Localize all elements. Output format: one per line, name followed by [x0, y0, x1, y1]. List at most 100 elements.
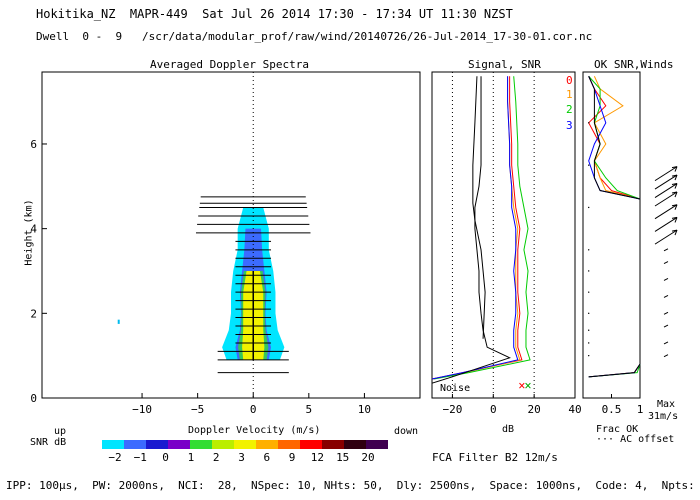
legend-3: 3: [566, 119, 573, 132]
wind-barb-11: [654, 191, 678, 207]
ac-offset-label: ··· AC offset: [596, 434, 675, 445]
colorbar-swatch: [234, 440, 256, 449]
ac-offset-dot-9: [588, 122, 590, 124]
wind-barb-13: [654, 174, 678, 190]
wind-barb-head2-12: [674, 183, 678, 189]
wind-barb-head-11: [671, 191, 678, 194]
ac-offset-dot-3: [588, 312, 590, 315]
y-tick-label: 2: [30, 307, 37, 320]
colorbar-label: 12: [311, 451, 324, 464]
x-axis-label: Doppler Velocity (m/s): [188, 425, 321, 436]
wind-barb-head2-9: [674, 217, 678, 223]
wind-barb-3: [663, 311, 669, 315]
legend-1: 1: [566, 88, 573, 101]
signal-series-3: [431, 76, 519, 380]
wind-barb-10: [654, 204, 678, 220]
db-label: dB: [502, 424, 515, 435]
wind-barb-head-14: [671, 166, 678, 169]
wind-barb-head2-10: [674, 204, 678, 210]
wind-barb-head-9: [671, 216, 678, 219]
ac-offset-dot-4: [588, 291, 590, 293]
ac-offset-dot-8: [588, 164, 590, 166]
legend-0: 0: [566, 74, 573, 87]
wind-barb-head2-8: [674, 229, 678, 236]
dwell-path: Dwell 0 - 9 /scr/data/modular_prof/raw/w…: [36, 30, 593, 43]
signal-series-noise: [431, 76, 511, 384]
colorbar-swatch: [212, 440, 234, 449]
ac-offset-dot-2: [588, 329, 590, 331]
signal-title: Signal, SNR: [468, 58, 541, 71]
signal-x-tick-label: −20: [442, 403, 462, 416]
frac-ok-series-ok: [588, 76, 641, 378]
ac-offset-dot-6: [588, 249, 590, 251]
spectra-frame: [41, 71, 421, 399]
colorbar-label: 2: [213, 451, 220, 464]
colorbar-label: −2: [108, 451, 121, 464]
wind-barb-head2-14: [674, 166, 678, 172]
colorbar-label: 9: [289, 451, 296, 464]
legend-2: 2: [566, 103, 573, 116]
colorbar-swatch: [146, 440, 168, 449]
winds-title: OK SNR,Winds: [594, 58, 674, 71]
wind-barb-2: [663, 324, 669, 328]
frac-ok-label: Frac OK: [596, 424, 639, 435]
x-tick-label: 10: [358, 403, 371, 416]
signal-series-2: [433, 76, 531, 380]
down-label: down: [394, 426, 419, 437]
colorbar-swatch: [344, 440, 366, 449]
colorbar-swatch: [190, 440, 212, 449]
signal-frame: [431, 71, 576, 399]
spectra-title: Averaged Doppler Spectra: [150, 58, 309, 71]
signal-x-tick-label: 40: [568, 403, 581, 416]
wind-barb-4: [663, 294, 669, 298]
fca-filter-label: FCA Filter B2 12m/s: [432, 451, 558, 464]
colorbar-label: −1: [134, 451, 147, 464]
wind-barb-5: [663, 278, 669, 281]
colorbar-label: 3: [238, 451, 245, 464]
colorbar-swatch: [322, 440, 344, 449]
x-tick-label: −5: [191, 403, 204, 416]
max-label: Max: [657, 399, 676, 410]
signal-series-0: [431, 76, 523, 380]
colorbar-swatch: [278, 440, 300, 449]
x-tick-label: 0: [250, 403, 257, 416]
colorbar-swatch: [124, 440, 146, 449]
colorbar-label: 1: [188, 451, 195, 464]
max-value: 31m/s: [648, 411, 679, 422]
ac-offset-dot-0: [588, 354, 590, 357]
wind-barb-head-10: [671, 204, 678, 207]
wind-barb-9: [654, 216, 678, 232]
colorbar-label: 15: [336, 451, 349, 464]
chart-title: Hokitika_NZ MAPR-449 Sat Jul 26 2014 17:…: [36, 7, 513, 21]
wind-barb-1: [663, 341, 669, 345]
wind-barb-head2-13: [674, 174, 678, 181]
y-tick-label: 4: [30, 223, 37, 236]
noise-trace: [472, 76, 486, 339]
wind-barb-6: [663, 261, 669, 264]
wind-barb-head-13: [671, 174, 678, 177]
winds-x-tick-label: 1: [637, 403, 644, 416]
noise-marker-green: ×: [524, 379, 531, 393]
ac-offset-dot-1: [588, 342, 590, 344]
ac-offset-dot-5: [588, 270, 590, 272]
wind-barb-12: [654, 183, 678, 198]
colorbar-swatch: [102, 440, 124, 449]
noise-marker-red: ×: [518, 379, 525, 393]
signal-x-tick-label: 0: [490, 403, 497, 416]
up-label: up: [54, 426, 67, 437]
wind-barb-7: [663, 248, 669, 252]
winds-frame: [582, 71, 641, 399]
snr-db-label: SNR dB: [30, 437, 67, 448]
wind-barb-head-12: [671, 183, 678, 186]
wind-barb-14: [654, 166, 678, 182]
ac-offset-dot-7: [588, 206, 590, 209]
colorbar-label: 6: [263, 451, 270, 464]
winds-x-tick-label: 0.5: [602, 403, 622, 416]
signal-x-tick-label: 20: [528, 403, 541, 416]
wind-barb-head2-11: [674, 191, 678, 198]
colorbar-label: 20: [361, 451, 374, 464]
colorbar-swatch: [256, 440, 278, 449]
footer-params: IPP: 100µs, PW: 2000ns, NCI: 28, NSpec: …: [6, 479, 700, 492]
colorbar-label: 0: [162, 451, 169, 464]
